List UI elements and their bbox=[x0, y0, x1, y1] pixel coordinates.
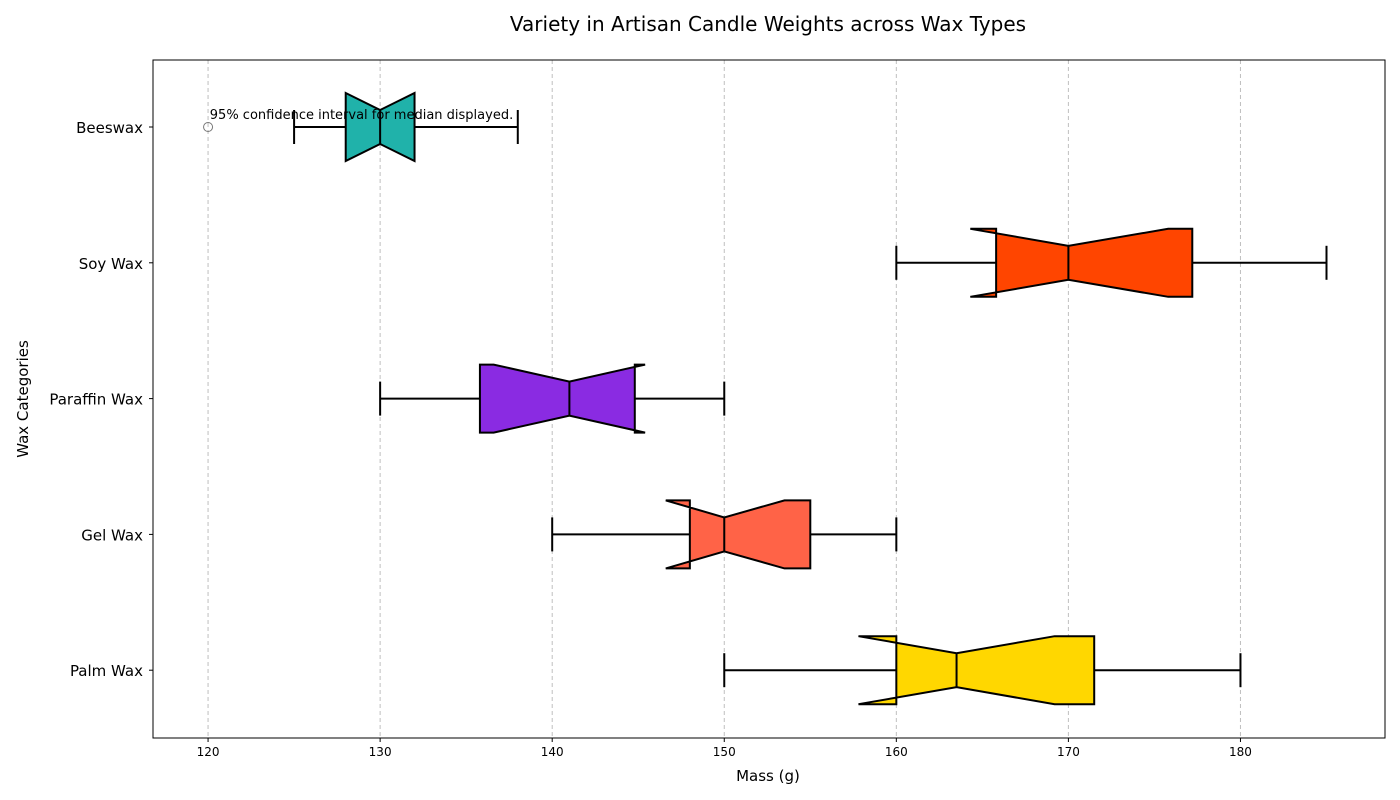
x-tick-label: 160 bbox=[885, 745, 908, 759]
y-axis: Beeswax Soy Wax Paraffin Wax Gel Wax Palm Wa… bbox=[49, 119, 153, 680]
x-axis: 120 130 140 150 160 170 180 bbox=[197, 738, 1252, 759]
box-body bbox=[858, 635, 1096, 706]
box-group bbox=[203, 91, 519, 163]
chart-title: Variety in Artisan Candle Weights across… bbox=[510, 12, 1026, 36]
annotation: 95% confidence interval for median displ… bbox=[210, 108, 513, 123]
y-tick-label: Soy Wax bbox=[79, 255, 143, 273]
box-group bbox=[551, 499, 898, 570]
box-group bbox=[379, 363, 726, 434]
x-tick-label: 130 bbox=[369, 745, 392, 759]
x-tick-label: 120 bbox=[197, 745, 220, 759]
y-tick-label: Gel Wax bbox=[81, 526, 143, 544]
box-body bbox=[665, 499, 812, 570]
box-body bbox=[478, 363, 646, 434]
y-tick-label: Paraffin Wax bbox=[49, 391, 143, 409]
x-tick-label: 150 bbox=[713, 745, 736, 759]
box-group bbox=[895, 227, 1328, 298]
plot-area bbox=[152, 59, 1386, 739]
x-axis-label: Mass (g) bbox=[736, 767, 800, 785]
x-tick-label: 180 bbox=[1229, 745, 1252, 759]
y-tick-label: Beeswax bbox=[76, 119, 143, 137]
y-tick-label: Palm Wax bbox=[70, 662, 143, 680]
boxes bbox=[203, 91, 1328, 706]
outlier-point bbox=[203, 122, 214, 132]
box-group bbox=[723, 635, 1242, 706]
box-body bbox=[970, 227, 1194, 298]
x-tick-label: 140 bbox=[541, 745, 564, 759]
y-axis-label: Wax Categories bbox=[14, 340, 32, 458]
x-tick-label: 170 bbox=[1057, 745, 1080, 759]
